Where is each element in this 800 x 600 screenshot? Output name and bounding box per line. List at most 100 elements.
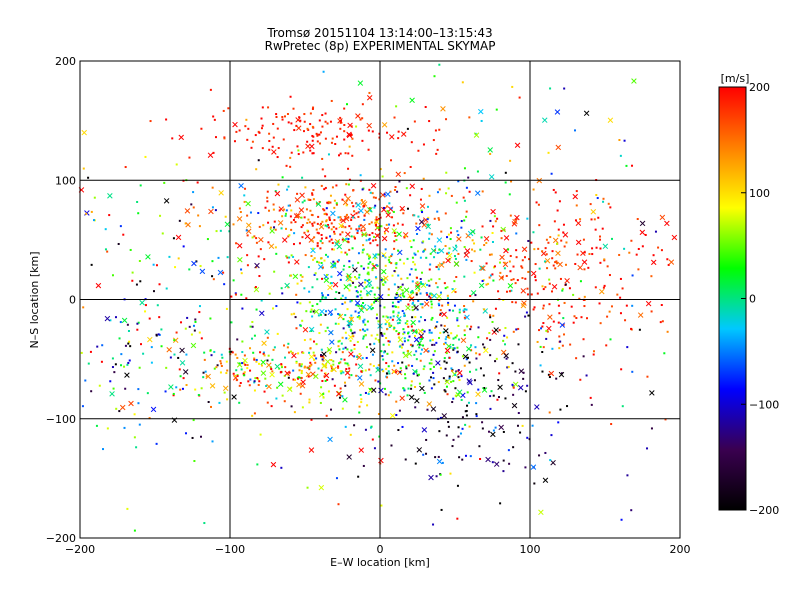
data-point [331, 368, 334, 371]
data-point [478, 445, 481, 448]
data-point [258, 275, 261, 278]
data-point [385, 228, 388, 231]
data-point [361, 233, 364, 236]
data-point [448, 258, 451, 261]
data-point [524, 277, 527, 280]
data-point [439, 309, 442, 312]
data-point [341, 336, 344, 339]
data-point [393, 364, 396, 367]
data-point [429, 263, 432, 266]
data-point [603, 284, 606, 287]
data-point-cross [355, 113, 361, 119]
data-point [419, 281, 422, 284]
data-point [117, 242, 120, 245]
data-point [292, 218, 295, 221]
data-point-cross [355, 202, 361, 208]
data-point [349, 284, 352, 287]
data-point [326, 122, 329, 125]
data-point [458, 456, 461, 459]
data-point [404, 377, 407, 380]
data-point [320, 184, 323, 187]
data-point [375, 218, 378, 221]
data-point-cross [163, 198, 170, 204]
data-point [365, 285, 368, 288]
data-point-cross [408, 394, 415, 401]
data-point-cross [542, 477, 549, 484]
data-point [488, 276, 491, 279]
data-point [381, 355, 384, 358]
data-point [312, 258, 315, 261]
data-point [475, 352, 478, 355]
data-point [381, 175, 384, 178]
data-point [377, 320, 380, 323]
data-point [575, 357, 578, 360]
data-point [487, 282, 490, 285]
data-point-cross [253, 286, 260, 293]
data-point [547, 151, 550, 154]
data-point [443, 343, 446, 346]
data-point [442, 331, 445, 334]
data-point [390, 159, 393, 162]
data-point [157, 333, 160, 336]
data-point [556, 262, 559, 265]
data-point [160, 328, 163, 331]
data-point [454, 373, 457, 376]
data-point [377, 226, 380, 229]
data-point [124, 387, 127, 390]
data-point [268, 132, 271, 135]
data-point [557, 421, 560, 424]
data-point [314, 361, 317, 364]
data-point [566, 405, 569, 408]
data-point-cross [490, 431, 496, 438]
data-point [458, 338, 461, 341]
data-point [542, 307, 545, 310]
data-point [287, 204, 290, 207]
data-point-cross [650, 259, 657, 266]
data-point [300, 226, 303, 229]
data-point [394, 296, 397, 299]
data-point [545, 337, 548, 340]
data-point [354, 276, 357, 279]
data-point [413, 252, 416, 255]
data-point [368, 207, 371, 210]
data-point [339, 219, 342, 222]
data-point [137, 321, 140, 324]
data-point [361, 307, 364, 310]
data-point-cross [246, 222, 252, 229]
data-point-cross [413, 304, 419, 311]
data-point [361, 251, 364, 254]
data-point [328, 240, 331, 243]
data-point [339, 121, 342, 124]
data-point [344, 193, 347, 196]
data-point [363, 204, 366, 207]
data-point [148, 317, 151, 320]
data-point [373, 293, 376, 296]
data-point [440, 230, 443, 233]
data-point [507, 449, 510, 452]
data-point [348, 260, 351, 263]
data-point [385, 362, 388, 365]
data-point [480, 119, 483, 122]
data-point [409, 165, 412, 168]
data-point [124, 344, 127, 347]
data-point [417, 149, 420, 152]
data-point [414, 253, 417, 256]
data-point [354, 310, 357, 313]
data-point [496, 217, 499, 220]
data-point-cross [236, 242, 243, 249]
data-point [212, 115, 215, 118]
data-point [353, 210, 356, 213]
data-point [258, 380, 261, 383]
data-point [526, 293, 529, 296]
data-point [366, 294, 369, 297]
data-point [389, 190, 392, 193]
data-point [334, 322, 337, 325]
data-point [406, 320, 409, 323]
data-point [417, 373, 420, 376]
data-point [231, 351, 234, 354]
data-point-cross [481, 387, 488, 393]
data-point [220, 362, 223, 365]
data-point [468, 190, 471, 193]
data-point [365, 239, 368, 242]
data-point-cross [318, 224, 325, 230]
